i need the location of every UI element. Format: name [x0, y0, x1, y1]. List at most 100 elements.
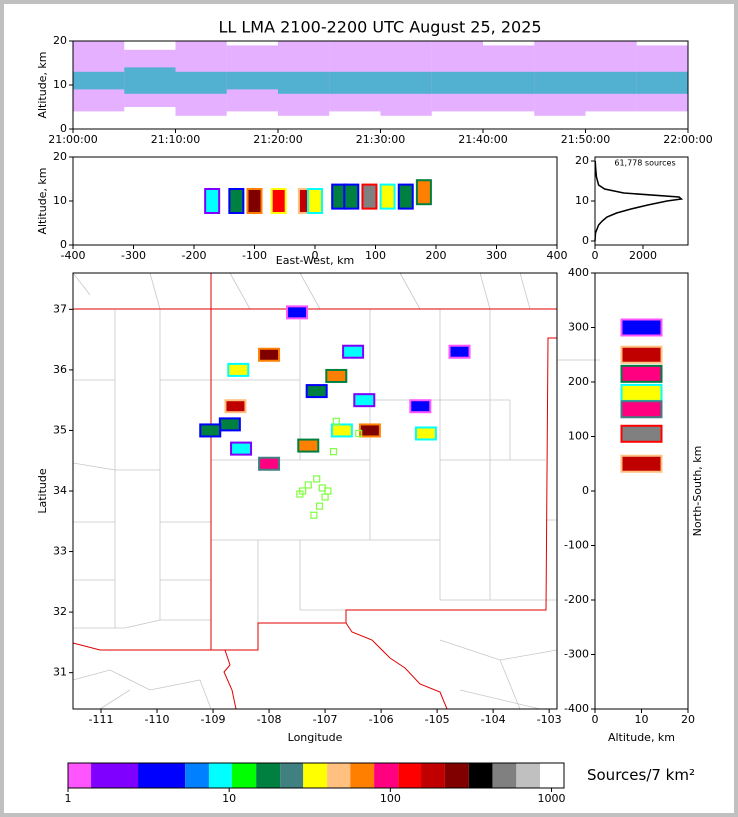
x-tick-label: -108: [257, 713, 282, 726]
station: [332, 417, 340, 425]
density-cell: [342, 344, 365, 359]
density-cell: [620, 364, 663, 383]
x-tick-label: -106: [369, 713, 394, 726]
source-core: [585, 71, 637, 94]
x-tick-label: -103: [537, 713, 562, 726]
y-tick-label: 10: [53, 78, 67, 91]
y-tick-label: 20: [575, 154, 589, 167]
station: [355, 429, 363, 438]
x-tick-label: -111: [89, 713, 114, 726]
station: [313, 475, 321, 483]
density-cell: [258, 456, 281, 471]
station: [310, 511, 318, 519]
x-tick-label: -400: [61, 249, 86, 262]
x-tick-label: 21:50:00: [561, 133, 610, 146]
source-core: [226, 71, 278, 90]
colorbar-segment: [256, 763, 281, 788]
density-cell: [230, 441, 253, 456]
y-axis-label: North-South, km: [691, 446, 704, 537]
x-axis-label: East-West, km: [276, 254, 354, 267]
density-cell: [286, 305, 309, 320]
x-tick-label: -300: [121, 249, 146, 262]
density-cell: [620, 345, 663, 364]
colorbar-segment: [280, 763, 304, 788]
density-cell: [620, 318, 663, 337]
x-tick-label: 0: [312, 249, 319, 262]
density-cell: [353, 393, 376, 408]
axes-frame: [72, 156, 558, 246]
colorbar-segment: [421, 763, 445, 788]
density-cell: [358, 423, 381, 438]
y-tick-label: -400: [564, 702, 589, 715]
x-tick-label: 2000: [629, 249, 657, 262]
density-cell: [204, 188, 221, 214]
density-cell: [361, 183, 378, 210]
axes-frame: [67, 762, 565, 789]
y-tick-label: 31: [53, 666, 67, 679]
x-axis-label: Altitude, km: [608, 731, 675, 744]
x-tick-label: 21:00:00: [48, 133, 97, 146]
y-tick-label: 35: [53, 423, 67, 436]
x-axis-label: Longitude: [288, 731, 343, 744]
y-tick-label: 300: [568, 321, 589, 334]
station: [315, 502, 324, 510]
source-profile: [594, 160, 684, 242]
axes-frame: [594, 272, 689, 710]
y-tick-label: 20: [53, 150, 67, 163]
y-tick-label: -200: [564, 593, 589, 606]
colorbar-segment: [208, 763, 232, 788]
y-tick-label: 34: [53, 484, 67, 497]
density-cell: [297, 438, 320, 453]
source-core: [175, 71, 227, 94]
density-cell: [448, 344, 471, 359]
x-tick-label: -105: [425, 713, 450, 726]
y-tick-label: 36: [53, 363, 67, 376]
x-tick-label: 200: [426, 249, 447, 262]
x-tick-label: -100: [242, 249, 267, 262]
colorbar-segment: [91, 763, 139, 788]
colorbar-segment: [444, 763, 469, 788]
source-core: [431, 71, 483, 94]
density-cell: [409, 399, 432, 414]
colorbar-segment: [398, 763, 422, 788]
station: [324, 487, 332, 495]
x-tick-label: -109: [201, 713, 226, 726]
map-borders: [72, 272, 600, 710]
colorbar-segment: [516, 763, 541, 788]
y-tick-label: 10: [53, 194, 67, 207]
axes-frame: [72, 40, 689, 130]
colorbar-segment: [492, 763, 517, 788]
density-cell: [330, 423, 353, 438]
density-cell: [270, 188, 287, 214]
source-count: 61,778 sources: [614, 159, 675, 168]
density-cell: [620, 454, 663, 473]
density-cell: [227, 362, 250, 377]
y-tick-label: 400: [568, 266, 589, 279]
axes-frame: [72, 272, 558, 710]
density-cell: [620, 383, 663, 402]
colorbar-segment: [231, 763, 257, 788]
density-cell: [397, 183, 414, 210]
density-cell: [415, 179, 432, 206]
station: [296, 490, 304, 498]
density-cell: [379, 183, 396, 210]
colorbar-segment: [327, 763, 351, 788]
x-tick-label: 0: [592, 713, 599, 726]
y-tick-label: 32: [53, 605, 67, 618]
colorbar-segment: [374, 763, 399, 788]
density-cell: [246, 188, 263, 214]
density-cell: [620, 400, 663, 419]
y-tick-label: 10: [575, 194, 589, 207]
y-axis-label: Altitude, km: [36, 167, 49, 234]
x-tick-label: 1000: [538, 792, 566, 805]
station: [304, 481, 312, 489]
x-tick-label: -104: [481, 713, 506, 726]
axes-frame: [594, 156, 689, 246]
y-tick-label: 0: [60, 238, 67, 251]
x-tick-label: 10: [635, 713, 649, 726]
x-tick-label: -200: [182, 249, 207, 262]
density-cell: [414, 426, 437, 441]
y-tick-label: 20: [53, 34, 67, 47]
density-cell: [305, 384, 328, 399]
